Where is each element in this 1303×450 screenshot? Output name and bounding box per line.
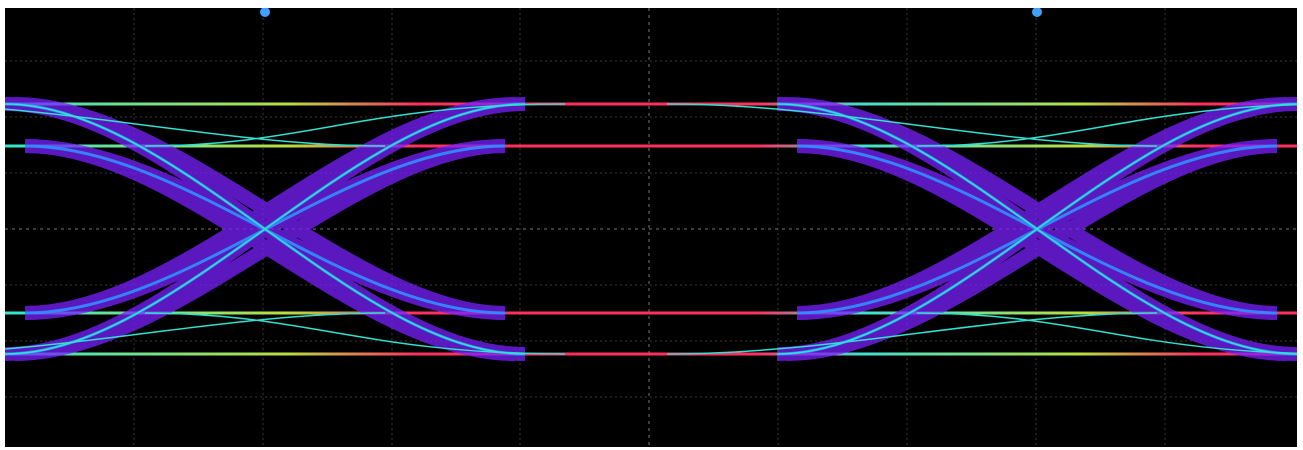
- plot-area: [5, 8, 1297, 447]
- scope-screen: [0, 0, 1303, 450]
- page: {}: [0, 0, 1303, 450]
